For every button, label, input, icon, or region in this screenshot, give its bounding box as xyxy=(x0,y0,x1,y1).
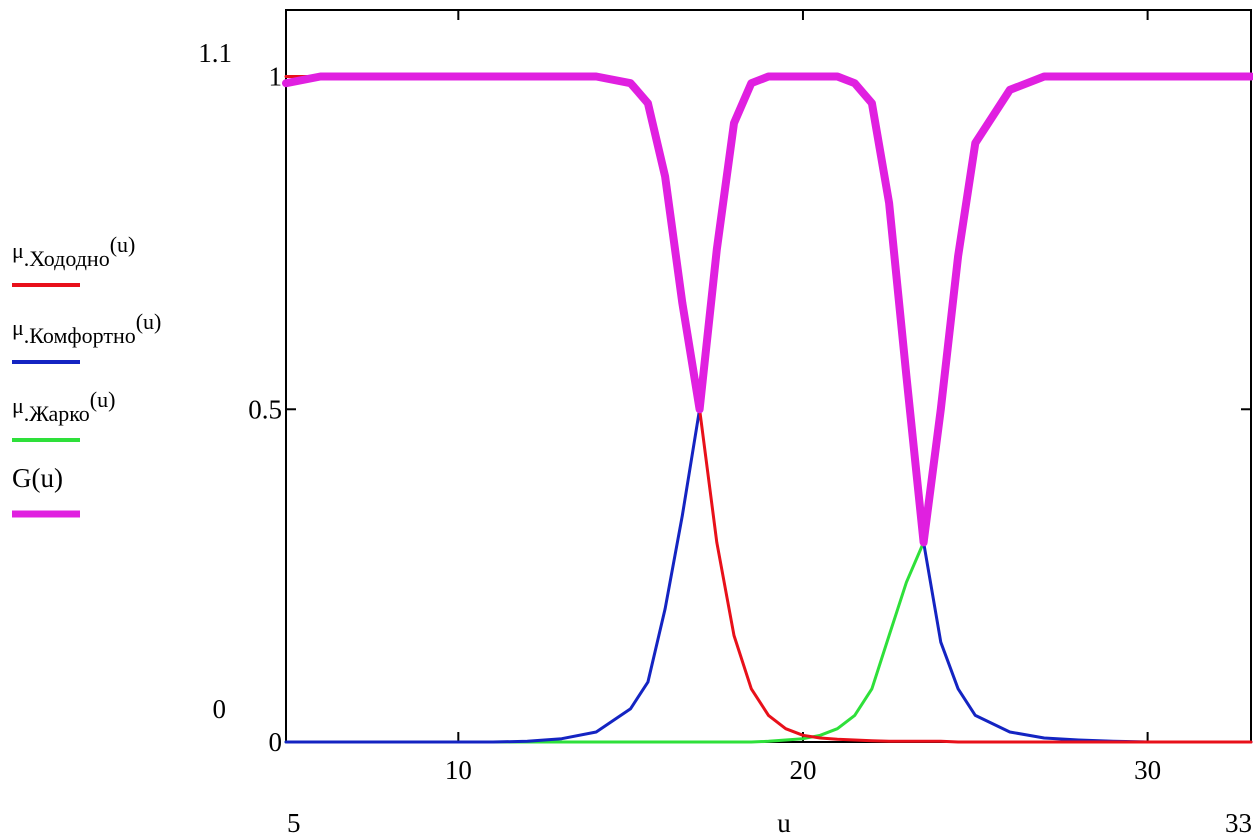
series-line-1 xyxy=(284,75,1253,744)
legend-label-1: μ.Хододно(u) xyxy=(12,232,135,271)
x-tick-label: 10 xyxy=(445,755,472,785)
x-tick-label: 20 xyxy=(789,755,816,785)
legend-label-2: μ.Комфортно(u) xyxy=(12,309,161,348)
y-max-label: 1.1 xyxy=(198,38,232,68)
plot-frame: 10 20 30 0 0.5 1 xyxy=(248,9,1252,785)
series-layer xyxy=(282,72,1253,744)
series-line-4 xyxy=(282,72,1253,547)
y-tick-label: 0.5 xyxy=(248,394,282,424)
series-line-3 xyxy=(284,75,1253,744)
x-axis-label: u xyxy=(777,808,791,837)
plot-border xyxy=(285,9,1252,743)
x-tick-label: 30 xyxy=(1134,755,1161,785)
axis-labels: 1.1 0 5 33 u xyxy=(198,38,1252,837)
series-line-2 xyxy=(284,75,1253,744)
x-max-label: 33 xyxy=(1225,808,1252,837)
x-min-label: 5 xyxy=(287,808,301,837)
legend-label-3: μ.Жарко(u) xyxy=(12,387,115,426)
y-tick-label: 0 xyxy=(269,727,283,757)
legend-label-4: G(u) xyxy=(12,463,63,493)
y-min-label: 0 xyxy=(213,694,227,724)
legend: μ.Хододно(u) μ.Комфортно(u) μ.Жарко(u) G(u) xyxy=(12,232,161,518)
y-tick-label: 1 xyxy=(269,62,283,92)
